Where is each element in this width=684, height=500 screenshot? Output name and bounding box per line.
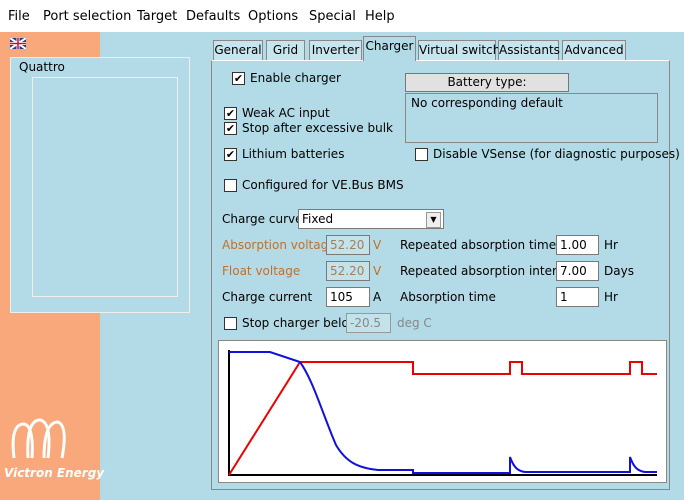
menu-item[interactable]: Port selection — [43, 9, 132, 24]
battery-type-button[interactable]: Battery type: — [405, 73, 569, 92]
tab[interactable]: Charger — [363, 36, 416, 61]
menu-item[interactable]: Help — [365, 9, 395, 24]
field-label: Repeated absorption time — [400, 238, 557, 252]
checkbox[interactable]: ✔ — [224, 148, 237, 161]
tab[interactable]: General — [213, 40, 263, 60]
field-input[interactable]: 52.20 — [326, 261, 370, 281]
menu-item[interactable]: Options — [248, 9, 299, 24]
checkbox[interactable]: ✔ — [224, 107, 237, 120]
checkbox-label: Stop after excessive bulk — [242, 121, 393, 135]
field-label: Float voltage — [222, 264, 301, 278]
checkbox[interactable] — [224, 179, 237, 192]
menu-item[interactable]: Defaults — [186, 9, 241, 24]
field-input[interactable]: 1 — [556, 287, 599, 307]
device-list[interactable] — [32, 77, 178, 297]
device-group: Quattro — [10, 57, 190, 313]
field-label: Repeated absorption interval — [400, 264, 575, 278]
charge-curve-graph — [218, 340, 667, 483]
field-label: Absorption time — [400, 290, 496, 304]
checkbox[interactable] — [415, 148, 428, 161]
field-label: Charge current — [222, 290, 313, 304]
field-input[interactable]: 1.00 — [556, 235, 599, 255]
unit: Hr — [604, 290, 618, 304]
checkbox-label: Configured for VE.Bus BMS — [242, 178, 404, 192]
checkbox[interactable]: ✔ — [232, 72, 245, 85]
checkbox[interactable] — [224, 317, 237, 330]
charge-curve-select[interactable]: Fixed ▼ — [298, 209, 444, 229]
checkbox-label: Enable charger — [250, 71, 341, 85]
checkbox-label: Disable VSense (for diagnostic purposes) — [433, 147, 680, 161]
unit: Days — [604, 264, 634, 278]
tab[interactable]: Grid — [266, 40, 305, 60]
logo-text: Victron Energy — [4, 466, 105, 480]
tab[interactable]: Inverter — [309, 40, 362, 60]
charge-curve-label: Charge curve — [222, 212, 303, 226]
menu-item[interactable]: Target — [137, 9, 178, 24]
field-label: Absorption voltage — [222, 238, 336, 252]
flag-icon[interactable] — [10, 38, 26, 49]
checkbox-label: Lithium batteries — [242, 147, 345, 161]
field-input[interactable]: 52.20 — [326, 235, 370, 255]
menu-bar: File Port selection Target Defaults Opti… — [0, 0, 684, 32]
unit: Hr — [604, 238, 618, 252]
checkbox-label: Stop charger below — [242, 316, 359, 330]
field-input[interactable]: 7.00 — [556, 261, 599, 281]
unit: V — [373, 238, 382, 252]
dropdown-arrow[interactable]: ▼ — [426, 212, 441, 228]
checkbox-label: Weak AC input — [242, 106, 330, 120]
unit: deg C — [397, 316, 432, 330]
tab[interactable]: Virtual switch — [418, 40, 500, 60]
checkbox[interactable]: ✔ — [224, 122, 237, 135]
unit: V — [373, 264, 382, 278]
charge-curve-value: Fixed — [302, 212, 334, 226]
menu-item[interactable]: File — [8, 9, 30, 24]
logo-mark — [11, 418, 66, 459]
unit: A — [373, 290, 382, 304]
tab[interactable]: Assistants — [498, 40, 560, 60]
battery-type-text: No corresponding default — [405, 93, 658, 143]
menu-item[interactable]: Special — [309, 9, 356, 24]
tab[interactable]: Advanced — [562, 40, 626, 60]
stop-temp-input[interactable]: -20.5 — [346, 313, 391, 333]
device-name: Quattro — [19, 60, 65, 74]
tab-panel — [211, 60, 670, 490]
field-input[interactable]: 105 — [326, 287, 370, 307]
